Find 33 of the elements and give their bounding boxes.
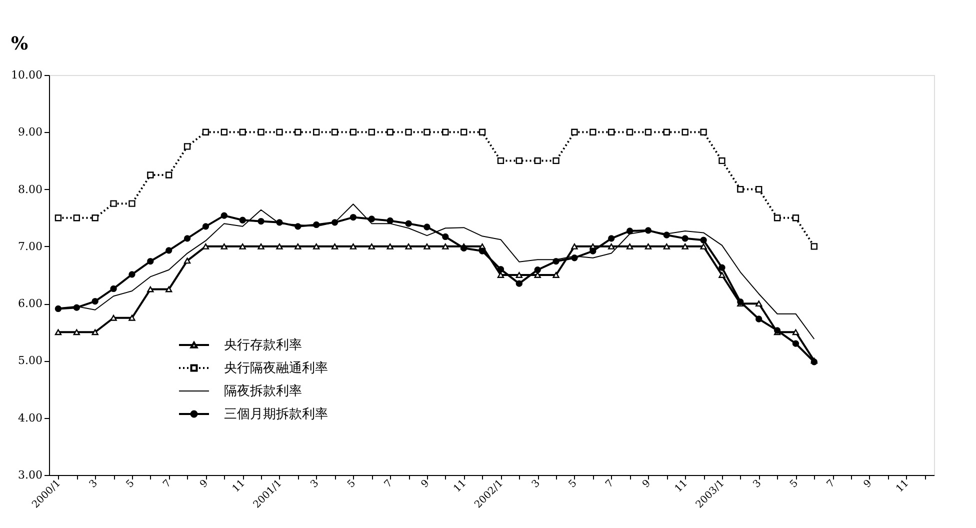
x-tick-label: 5 (124, 478, 137, 490)
x-tick-label: 11 (230, 478, 248, 495)
y-axis-title: % (10, 34, 28, 54)
y-tick-label: 6.00 (18, 297, 42, 310)
x-tick-label: 3 (308, 478, 322, 490)
x-tick-label: 9 (419, 478, 432, 490)
legend-label: 央行存款利率 (224, 337, 302, 353)
x-tick-label: 5 (788, 478, 800, 490)
x-tick-label: 5 (566, 478, 580, 490)
y-tick-label: 3.00 (18, 468, 42, 482)
x-tick-label: 9 (198, 478, 210, 490)
legend-label: 央行隔夜融通利率 (224, 360, 328, 376)
x-tick-label: 7 (382, 478, 395, 490)
x-tick-label: 11 (894, 478, 912, 495)
x-tick-label: 7 (825, 478, 838, 490)
y-tick-label: 7.00 (18, 240, 42, 253)
x-tick-label: 11 (673, 478, 690, 495)
y-tick-label: 5.00 (18, 354, 42, 368)
x-tick-label: 7 (161, 478, 174, 490)
legend-label: 三個月期拆款利率 (224, 406, 328, 422)
x-tick-label: 3 (530, 478, 542, 490)
x-tick-label: 7 (604, 478, 616, 490)
x-tick-label: 9 (862, 478, 874, 490)
y-tick-label: 10.00 (11, 68, 42, 82)
y-tick-label: 9.00 (18, 126, 42, 139)
x-tick-label: 9 (640, 478, 653, 490)
x-tick-label: 11 (452, 478, 469, 495)
y-tick-label: 8.00 (18, 182, 42, 196)
legend-label: 隔夜拆款利率 (224, 383, 302, 399)
x-tick-label: 3 (88, 478, 100, 490)
x-tick-label: 5 (346, 478, 358, 490)
y-tick-label: 4.00 (18, 411, 42, 424)
x-tick-label: 3 (751, 478, 764, 490)
